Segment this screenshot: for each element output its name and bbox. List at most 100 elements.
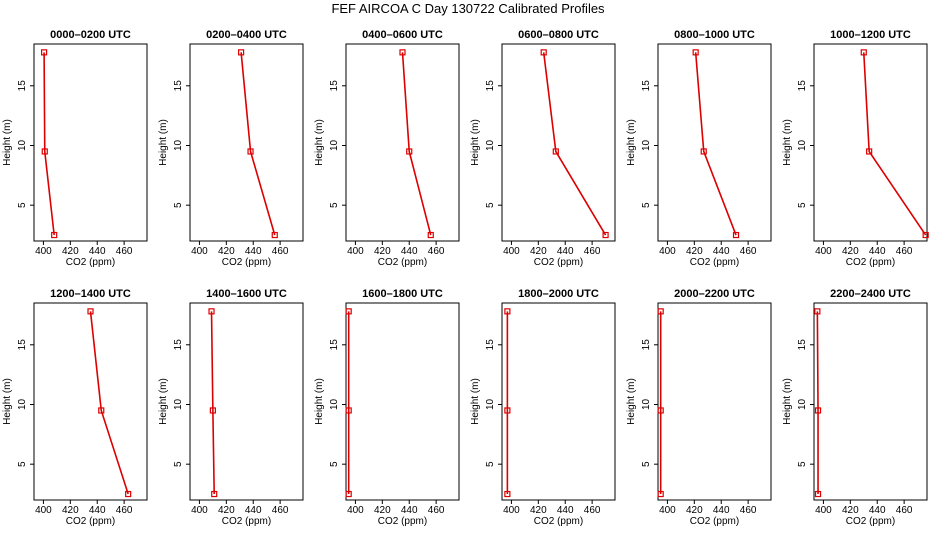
x-tick-label: 440 — [245, 505, 262, 516]
x-axis-label: CO2 (ppm) — [690, 257, 739, 268]
y-tick-label: 15 — [641, 80, 652, 92]
x-axis-label: CO2 (ppm) — [66, 516, 115, 527]
panel-9: 1600–1800 UTC 400 420 440 460 5 10 15 CO2 (ppm) H… — [314, 288, 460, 527]
figure-title: FEF AIRCOA C Day 130722 Calibrated Profi… — [331, 1, 605, 16]
y-tick-label: 10 — [641, 398, 652, 410]
y-axis-label: Height (m) — [314, 378, 325, 425]
y-axis-label: Height (m) — [2, 378, 13, 425]
data-point — [814, 407, 822, 414]
panel-title: 0400–0600 UTC — [362, 29, 443, 41]
data-point — [860, 49, 867, 56]
data-point — [866, 148, 873, 155]
plot-frame — [33, 302, 148, 501]
panel-title: 2000–2200 UTC — [674, 288, 755, 300]
data-point — [125, 490, 132, 498]
x-tick-label: 460 — [740, 246, 757, 257]
y-tick-label: 15 — [797, 80, 808, 92]
x-axis-label: CO2 (ppm) — [846, 257, 895, 268]
panel-5: 0800–1000 UTC 400 420 440 460 5 10 15 CO2 (ppm) H… — [626, 29, 772, 268]
data-point — [51, 231, 58, 239]
x-tick-label: 400 — [35, 246, 52, 257]
x-tick-label: 400 — [503, 246, 520, 257]
x-tick-label: 420 — [530, 246, 547, 257]
plot-frame — [189, 43, 304, 242]
x-tick-label: 420 — [218, 246, 235, 257]
x-axis-label: CO2 (ppm) — [534, 257, 583, 268]
data-point — [732, 231, 740, 239]
plot-frame — [657, 302, 772, 501]
data-point — [540, 49, 547, 56]
data-point — [41, 148, 48, 155]
data-point — [345, 490, 352, 498]
x-tick-label: 440 — [89, 246, 106, 257]
data-point — [345, 308, 352, 315]
panel-title: 0000–0200 UTC — [50, 29, 131, 41]
y-tick-label: 5 — [173, 202, 184, 208]
profile-line — [240, 52, 276, 236]
plot-frame — [657, 43, 772, 242]
y-tick-label: 10 — [797, 139, 808, 151]
x-axis-label: CO2 (ppm) — [222, 516, 271, 527]
profile-line — [43, 52, 55, 236]
y-tick-label: 5 — [797, 202, 808, 208]
panel-6: 1000–1200 UTC 400 420 440 460 5 10 15 CO2 (ppm) H… — [782, 29, 929, 268]
y-tick-label: 10 — [485, 139, 496, 151]
data-point — [208, 308, 215, 315]
data-point — [692, 49, 699, 56]
x-tick-label: 460 — [272, 505, 289, 516]
y-tick-label: 10 — [797, 398, 808, 410]
y-tick-label: 10 — [173, 139, 184, 151]
y-axis-label: Height (m) — [470, 119, 481, 166]
x-tick-label: 460 — [584, 246, 601, 257]
y-tick-label: 10 — [329, 139, 340, 151]
data-point — [40, 49, 48, 56]
panel-title: 1400–1600 UTC — [206, 288, 287, 300]
x-tick-label: 440 — [401, 505, 418, 516]
data-point — [247, 148, 254, 155]
panel-10: 1800–2000 UTC 400 420 440 460 5 10 15 CO2 (ppm) H… — [470, 288, 616, 527]
x-tick-label: 460 — [896, 246, 913, 257]
x-axis-label: CO2 (ppm) — [222, 257, 271, 268]
x-tick-label: 400 — [347, 505, 364, 516]
panel-title: 1600–1800 UTC — [362, 288, 443, 300]
panel-8: 1400–1600 UTC 400 420 440 460 5 10 15 CO2 (ppm) H… — [158, 288, 304, 527]
profile-line — [89, 311, 129, 495]
data-point — [345, 407, 352, 414]
data-point — [427, 231, 434, 239]
x-tick-label: 400 — [503, 505, 520, 516]
y-tick-label: 10 — [485, 398, 496, 410]
x-tick-label: 400 — [815, 505, 832, 516]
plot-frame — [33, 43, 148, 242]
profile-line — [542, 52, 607, 236]
y-axis-label: Height (m) — [626, 378, 637, 425]
x-tick-label: 420 — [374, 246, 391, 257]
x-axis-label: CO2 (ppm) — [378, 516, 427, 527]
panel-11: 2000–2200 UTC 400 420 440 460 5 10 15 CO2 (ppm) H… — [626, 288, 772, 527]
x-tick-label: 440 — [245, 246, 262, 257]
profile-line — [401, 52, 432, 236]
data-point — [814, 308, 821, 315]
x-tick-label: 440 — [401, 246, 418, 257]
y-tick-label: 5 — [329, 202, 340, 208]
data-point — [657, 490, 664, 498]
profile-line — [816, 311, 819, 495]
plot-frame — [501, 43, 616, 242]
panel-3: 0400–0600 UTC 400 420 440 460 5 10 15 CO2 (ppm) H… — [314, 29, 460, 268]
panel-title: 0800–1000 UTC — [674, 29, 755, 41]
x-tick-label: 420 — [686, 505, 703, 516]
y-tick-label: 5 — [17, 461, 28, 467]
y-tick-label: 15 — [485, 80, 496, 92]
y-tick-label: 10 — [17, 139, 28, 151]
data-point — [602, 231, 609, 239]
x-tick-label: 420 — [530, 505, 547, 516]
y-tick-label: 15 — [641, 339, 652, 351]
data-point — [406, 148, 413, 155]
x-tick-label: 460 — [272, 246, 289, 257]
x-tick-label: 460 — [116, 505, 133, 516]
y-tick-label: 15 — [17, 339, 28, 351]
data-point — [552, 148, 559, 155]
data-point — [504, 407, 511, 414]
x-tick-label: 400 — [659, 505, 676, 516]
y-tick-label: 5 — [173, 461, 184, 467]
